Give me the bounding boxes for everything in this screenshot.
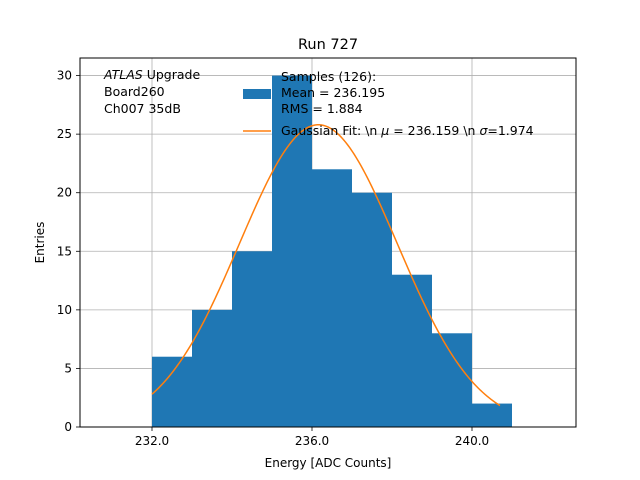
chart-title: Run 727 (298, 37, 358, 53)
x-tick-label-1: 236.0 (295, 434, 329, 448)
y-tick-label-0: 0 (64, 420, 72, 434)
legend-fit-label: Gaussian Fit: \n μ = 236.159 \n σ=1.974 (281, 123, 534, 138)
histogram-bar-7 (432, 333, 472, 427)
histogram-bar-8 (472, 403, 512, 427)
legend-hist-line-3: RMS = 1.884 (281, 101, 363, 116)
histogram-bar-1 (192, 309, 232, 427)
y-tick-label-4: 20 (57, 186, 72, 200)
histogram-bar-3 (272, 75, 312, 428)
legend: Samples (126): Mean = 236.195 RMS = 1.88… (243, 69, 534, 138)
legend-hist-line-2: Mean = 236.195 (281, 85, 385, 100)
y-tick-label-5: 25 (57, 127, 72, 141)
annotation-atlas: ATLAS (103, 67, 143, 82)
x-tick-label-2: 240.0 (455, 434, 489, 448)
y-tick-label-1: 5 (64, 361, 72, 375)
plot-frame (79, 57, 577, 428)
annotation-line-1: ATLAS Upgrade (103, 67, 200, 82)
histogram-bar-2 (232, 251, 272, 427)
annotation-line-2: Board260 (104, 84, 165, 99)
legend-fit-mid: = 236.159 \n (389, 123, 479, 138)
legend-fit-mu: μ (380, 123, 389, 138)
y-axis-label: Entries (33, 222, 47, 264)
legend-fit-sigma: σ (479, 123, 488, 138)
x-tick-label-0: 232.0 (135, 434, 169, 448)
legend-hist-line-1: Samples (126): (281, 69, 376, 84)
y-tick-label-2: 10 (57, 303, 72, 317)
gaussian-fit-curve (151, 124, 501, 407)
annotation-upgrade: Upgrade (143, 67, 201, 82)
histogram-bar-0 (152, 356, 192, 427)
histogram-bar-6 (392, 274, 432, 427)
legend-fit-suffix: =1.974 (487, 123, 533, 138)
y-tick-label-6: 30 (57, 69, 72, 83)
annotation-line-3: Ch007 35dB (104, 101, 181, 116)
y-tick-label-3: 15 (57, 244, 72, 258)
x-axis-label: Energy [ADC Counts] (265, 456, 392, 470)
atlas-annotation: ATLAS Upgrade Board260 Ch007 35dB (103, 67, 200, 116)
legend-fit-prefix: Gaussian Fit: \n (281, 123, 381, 138)
axis-ticks: 232.0 236.0 240.0 0 5 10 15 20 25 30 (57, 69, 489, 448)
histogram-bar-5 (352, 192, 392, 427)
legend-hist-patch (243, 89, 271, 99)
histogram-bar-4 (312, 169, 352, 428)
histogram-bars (152, 75, 512, 428)
